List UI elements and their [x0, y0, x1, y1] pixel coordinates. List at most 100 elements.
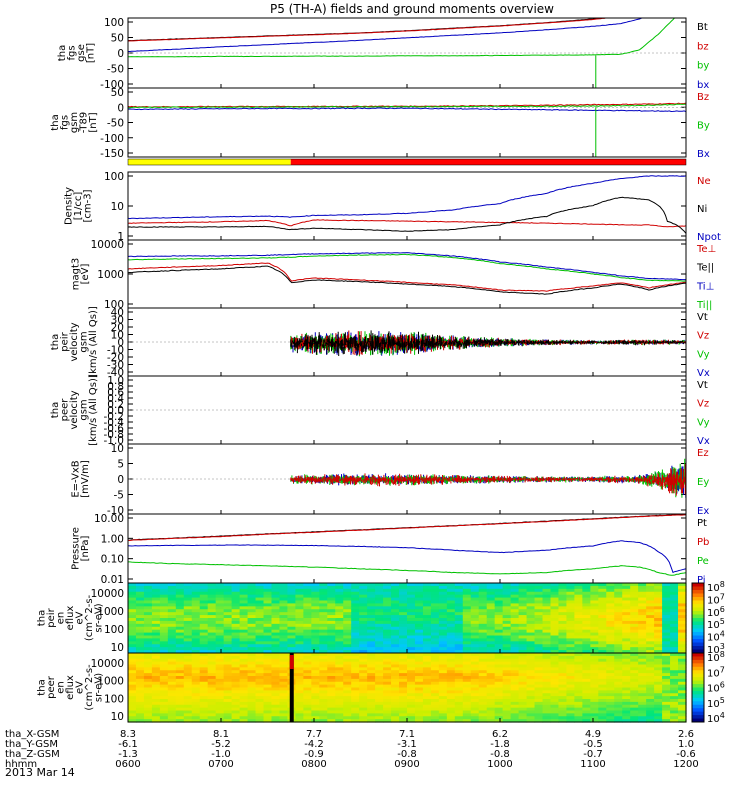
- colorbar-step: [692, 708, 704, 713]
- heatmap-cell: [295, 615, 304, 619]
- heatmap-cell: [167, 603, 177, 607]
- heatmap-cell: [191, 626, 201, 631]
- heatmap-cell: [407, 638, 416, 642]
- heatmap-cell: [430, 635, 440, 640]
- heatmap-cell: [215, 609, 225, 613]
- heatmap-cell: [502, 673, 512, 677]
- heatmap-cell: [662, 618, 671, 622]
- heatmap-cell: [470, 615, 480, 619]
- heatmap-cell: [598, 710, 607, 714]
- heatmap-cell: [343, 600, 352, 605]
- y-label-line: velocity: [69, 390, 80, 429]
- heatmap-cell: [375, 594, 384, 599]
- heatmap-cell: [446, 687, 456, 691]
- heatmap-cell: [678, 641, 687, 645]
- heatmap-cell: [407, 591, 416, 596]
- heatmap-cell: [502, 681, 512, 686]
- heatmap-cell: [558, 591, 568, 596]
- heatmap-cell: [414, 696, 424, 700]
- heatmap-cell: [566, 588, 575, 593]
- x-tick-label: -0.6: [676, 749, 696, 760]
- y-label-line: eV: [75, 611, 86, 624]
- heatmap-cell: [351, 638, 360, 642]
- heatmap-cell: [279, 647, 289, 651]
- heatmap-cell: [550, 644, 560, 648]
- heatmap-cell: [215, 693, 225, 697]
- heatmap-cell: [454, 710, 464, 714]
- heatmap-cell: [231, 623, 241, 628]
- heatmap-cell: [550, 588, 560, 593]
- heatmap-cell: [670, 615, 679, 619]
- heatmap-cell: [630, 655, 639, 660]
- heatmap-cell: [462, 585, 472, 590]
- heatmap-cell: [670, 647, 679, 651]
- heatmap-cell: [486, 594, 496, 599]
- legend-label-bx: bx: [697, 80, 709, 91]
- heatmap-cell: [207, 681, 217, 686]
- heatmap-cell: [478, 713, 488, 717]
- heatmap-cell: [367, 713, 376, 717]
- heatmap-cell: [367, 620, 376, 625]
- heatmap-cell: [638, 704, 647, 709]
- heatmap-cell: [502, 713, 512, 717]
- heatmap-cell: [494, 585, 504, 590]
- heatmap-cell: [303, 635, 312, 640]
- heatmap-cell: [590, 612, 599, 616]
- heatmap-cell: [678, 600, 687, 605]
- heatmap-cell: [175, 661, 185, 666]
- heatmap-cell: [414, 618, 424, 622]
- heatmap-cell: [271, 588, 281, 593]
- heatmap-cell: [526, 707, 536, 712]
- heatmap-cell: [143, 701, 153, 706]
- heatmap-cell: [279, 713, 289, 717]
- heatmap-cell: [510, 594, 520, 599]
- heatmap-cell: [375, 710, 384, 714]
- heatmap-cell: [606, 612, 615, 616]
- heatmap-cell: [399, 693, 408, 697]
- heatmap-cell: [383, 635, 392, 640]
- heatmap-cell: [183, 641, 193, 645]
- heatmap-cell: [414, 710, 424, 714]
- heatmap-cell: [470, 707, 480, 712]
- heatmap-cell: [614, 676, 623, 680]
- heatmap-cell: [303, 676, 312, 680]
- colorbar-step: [692, 653, 704, 657]
- heatmap-cell: [542, 606, 552, 610]
- heatmap-cell: [518, 667, 528, 671]
- heatmap-cell: [598, 655, 607, 660]
- y-label-line: [cm-3]: [83, 189, 94, 222]
- heatmap-cell: [407, 615, 416, 619]
- heatmap-cell: [558, 635, 568, 640]
- heatmap-cell: [566, 713, 575, 717]
- heatmap-cell: [422, 676, 432, 680]
- heatmap-cell: [359, 638, 368, 642]
- heatmap-cell: [478, 588, 488, 593]
- heatmap-cell: [231, 716, 241, 720]
- heatmap-cell: [470, 704, 480, 709]
- heatmap-cell: [239, 626, 249, 631]
- heatmap-cell: [414, 707, 424, 712]
- heatmap-cell: [446, 664, 456, 668]
- heatmap-cell: [502, 635, 512, 640]
- heatmap-cell: [271, 644, 281, 648]
- heatmap-cell: [263, 618, 273, 622]
- x-tick-label: -1.8: [490, 739, 510, 750]
- heatmap-cell: [271, 583, 281, 587]
- heatmap-cell: [383, 597, 392, 602]
- heatmap-cell: [606, 594, 615, 599]
- heatmap-cell: [311, 716, 320, 720]
- heatmap-cell: [399, 626, 408, 631]
- heatmap-cell: [558, 693, 568, 697]
- heatmap-cell: [614, 653, 623, 657]
- x-tick-label: -6.1: [118, 739, 138, 750]
- heatmap-cell: [614, 710, 623, 714]
- heatmap-cell: [159, 661, 169, 666]
- heatmap-cell: [239, 644, 249, 648]
- heatmap-cell: [518, 687, 528, 691]
- heatmap-cell: [239, 704, 249, 709]
- heatmap-cell: [582, 594, 591, 599]
- y-tick-label: -10: [107, 345, 124, 357]
- heatmap-cell: [430, 641, 440, 645]
- heatmap-cell: [359, 716, 368, 720]
- heatmap-cell: [391, 676, 400, 680]
